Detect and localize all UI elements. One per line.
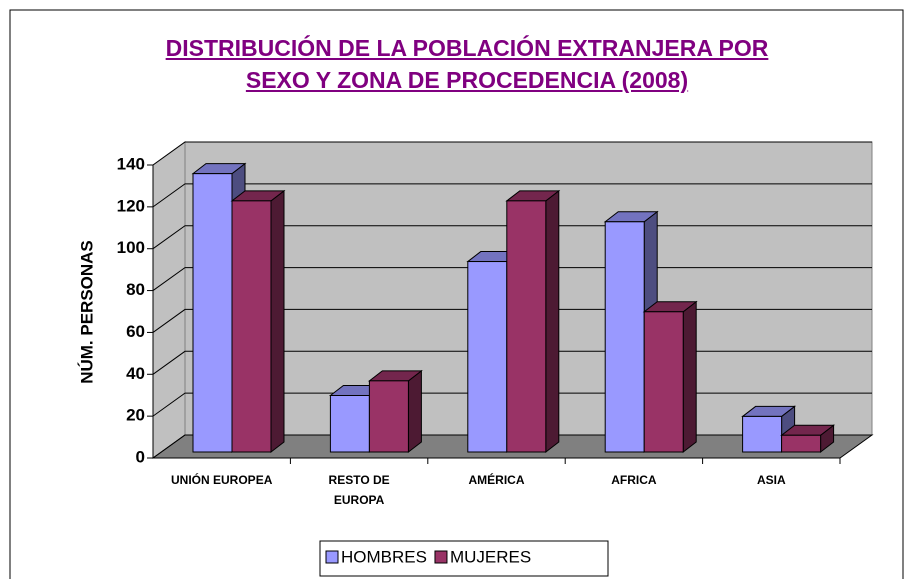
- y-tick-label: 60: [126, 322, 145, 341]
- y-tick-label: 120: [117, 196, 145, 215]
- y-tick-label: 100: [117, 238, 145, 257]
- bar: [192, 173, 233, 453]
- x-tick-label: AFRICA: [611, 473, 657, 487]
- legend-box: [319, 540, 609, 577]
- bar: [604, 221, 645, 453]
- y-tick-label: 0: [136, 447, 145, 466]
- side-wall: [152, 141, 186, 459]
- legend-label: HOMBRES: [341, 547, 427, 566]
- bar-side: [545, 189, 560, 454]
- bar-side: [270, 189, 285, 454]
- y-tick-label: 80: [126, 280, 145, 299]
- bar: [368, 380, 409, 453]
- bar: [643, 311, 684, 453]
- y-tick-label: 140: [117, 154, 145, 173]
- y-axis-title: NÚM. PERSONAS: [77, 240, 96, 384]
- chart-title: DISTRIBUCIÓN DE LA POBLACIÓN EXTRANJERA …: [165, 35, 769, 93]
- bar-side: [682, 300, 697, 454]
- x-tick-label: UNIÓN EUROPEA: [171, 473, 273, 487]
- bar: [467, 261, 508, 453]
- bar: [742, 415, 783, 453]
- bar: [506, 200, 547, 453]
- bar: [329, 394, 370, 453]
- x-tick-label: RESTO DE EUROPA: [328, 473, 390, 507]
- grid-line: [152, 141, 872, 166]
- y-tick-label: 20: [126, 406, 145, 425]
- bar-side: [407, 369, 422, 454]
- plot-area: [151, 141, 874, 459]
- legend-swatch: [434, 550, 448, 564]
- legend-swatch: [325, 550, 339, 564]
- y-tick-label: 40: [126, 364, 145, 383]
- x-tick-label: AMÉRICA: [468, 473, 525, 487]
- bar: [781, 434, 822, 453]
- x-tick-label: ASIA: [756, 473, 786, 487]
- bar: [231, 200, 272, 453]
- legend-label: MUJERES: [450, 547, 531, 566]
- grid-line: [152, 183, 872, 208]
